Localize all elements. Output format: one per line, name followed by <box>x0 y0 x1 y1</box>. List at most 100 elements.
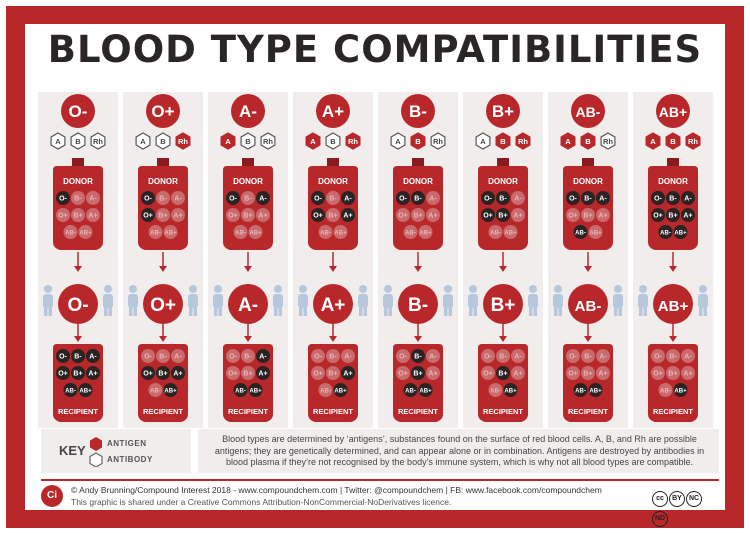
recipient-chip-label: AB+ <box>504 389 517 395</box>
donor-chip-Apos: A+ <box>511 208 525 222</box>
donor-bag: DONOR O- B- A- O+ B+ A+ AB- AB+ <box>393 158 443 250</box>
donor-chip-label: B- <box>159 196 167 203</box>
donor-chip-ABneg: AB- <box>64 225 78 239</box>
patient-badge: O+ <box>143 284 183 324</box>
svg-text:B: B <box>75 137 81 146</box>
recipient-chip-Bneg: B- <box>581 349 595 363</box>
antibody-a-icon: A <box>391 133 405 149</box>
recipient-chip-label: A- <box>429 354 437 361</box>
donor-chip-Opos: O+ <box>141 208 155 222</box>
donor-chip-label: AB- <box>150 231 161 237</box>
recipient-chip-ABneg: AB- <box>404 383 418 397</box>
recipient-chip-Apos: A+ <box>426 366 440 380</box>
recipient-chip-ABpos: AB+ <box>589 383 603 397</box>
donor-chip-label: O- <box>399 196 407 203</box>
donor-chip-Bpos: B+ <box>156 208 170 222</box>
recipient-chip-Oneg: O- <box>396 349 410 363</box>
recipient-chip-label: O+ <box>313 371 323 378</box>
donor-chip-Bneg: B- <box>496 191 510 205</box>
antigen-a-icon: A <box>646 133 660 149</box>
patient-badge: B+ <box>483 284 523 324</box>
donor-chip-Bneg: B- <box>666 191 680 205</box>
patient-badge-label: B+ <box>491 295 516 316</box>
donor-chip-label: O+ <box>143 213 153 220</box>
antigen-b-icon: B <box>411 133 425 149</box>
recipient-chip-label: AB- <box>320 389 331 395</box>
recipient-chip-Opos: O+ <box>226 366 240 380</box>
antigen-b-icon: B <box>666 133 680 149</box>
donor-chip-label: B+ <box>73 213 82 220</box>
recipient-chip-label: B- <box>159 354 167 361</box>
person-right-icon <box>698 285 708 316</box>
donor-chip-Bneg: B- <box>581 191 595 205</box>
recipient-chip-label: A+ <box>173 371 182 378</box>
svg-text:A: A <box>650 137 656 146</box>
recipient-chip-Oneg: O- <box>311 349 325 363</box>
cc-nd-icon: ND <box>652 511 668 527</box>
recipient-label: RECIPIENT <box>568 407 608 416</box>
svg-text:A: A <box>55 137 61 146</box>
donor-chip-Aneg: A- <box>596 191 610 205</box>
donor-bag: DONOR O- B- A- O+ B+ A+ AB- AB+ <box>223 158 273 250</box>
recipient-chip-label: A- <box>514 354 522 361</box>
svg-text:B: B <box>415 137 421 146</box>
donor-label: DONOR <box>403 177 433 186</box>
donor-chip-Bpos: B+ <box>411 208 425 222</box>
donor-chip-ABpos: AB+ <box>674 225 688 239</box>
donor-chip-Opos: O+ <box>226 208 240 222</box>
recipient-chip-label: A+ <box>683 371 692 378</box>
recipient-chip-label: O+ <box>228 371 238 378</box>
donor-chip-Bpos: B+ <box>666 208 680 222</box>
svg-text:Rh: Rh <box>178 137 188 146</box>
recipient-chip-label: B- <box>414 354 422 361</box>
svg-text:A: A <box>565 137 571 146</box>
recipient-chip-Bneg: B- <box>156 349 170 363</box>
recipient-chip-label: A- <box>174 354 182 361</box>
recipient-label: RECIPIENT <box>483 407 523 416</box>
donor-chip-Bneg: B- <box>156 191 170 205</box>
recipient-chip-Bpos: B+ <box>326 366 340 380</box>
antigen-rh-icon: Rh <box>176 133 190 149</box>
recipient-chip-Aneg: A- <box>426 349 440 363</box>
type-badge: AB+ <box>656 94 690 128</box>
recipient-chip-Apos: A+ <box>596 366 610 380</box>
person-left-icon <box>128 285 138 316</box>
donor-chip-Oneg: O- <box>311 191 325 205</box>
recipient-chip-label: B+ <box>413 371 422 378</box>
recipient-chip-Aneg: A- <box>681 349 695 363</box>
column-ABpos: AB+ A B Rh DONOR O- B- A- O+ B+ A+ AB- AB+ AB+ O- B- A- O… <box>633 92 713 428</box>
donor-chip-Oneg: O- <box>651 191 665 205</box>
antibody-hexagon-icon <box>90 453 102 467</box>
recipient-chip-label: O+ <box>653 371 663 378</box>
recipient-chip-label: AB- <box>65 389 76 395</box>
patient-badge-label: O- <box>67 295 88 316</box>
person-left-icon <box>298 285 308 316</box>
footer-credit: © Andy Brunning/Compound Interest 2018 -… <box>71 485 602 495</box>
antigen-a-icon: A <box>221 133 235 149</box>
recipient-chip-label: O- <box>654 354 662 361</box>
donor-chip-Opos: O+ <box>651 208 665 222</box>
recipient-label: RECIPIENT <box>228 407 268 416</box>
recipient-chip-Oneg: O- <box>141 349 155 363</box>
recipient-chip-ABpos: AB+ <box>79 383 93 397</box>
recipient-chip-label: B+ <box>583 371 592 378</box>
donor-chip-Bneg: B- <box>411 191 425 205</box>
column-Apos: A+ A B Rh DONOR O- B- A- O+ B+ A+ AB- AB+ A+ O- B- A- O+ B… <box>293 92 373 428</box>
patient-badge: A+ <box>313 284 353 324</box>
type-badge: B+ <box>486 94 520 128</box>
recipient-chip-label: O- <box>144 354 152 361</box>
type-badge: AB- <box>571 94 605 128</box>
recipient-chip-label: B- <box>669 354 677 361</box>
recipient-chip-ABneg: AB- <box>659 383 673 397</box>
donor-chip-label: B+ <box>328 213 337 220</box>
donor-chip-ABpos: AB+ <box>79 225 93 239</box>
cc-icon: cc <box>652 491 668 507</box>
recipient-chip-Bpos: B+ <box>496 366 510 380</box>
key-icons <box>89 437 103 467</box>
patient-badge: AB+ <box>653 284 693 324</box>
donor-chip-ABpos: AB+ <box>504 225 518 239</box>
recipient-chip-label: B- <box>499 354 507 361</box>
antigen-a-icon: A <box>561 133 575 149</box>
antibody-rh-icon: Rh <box>91 133 105 149</box>
